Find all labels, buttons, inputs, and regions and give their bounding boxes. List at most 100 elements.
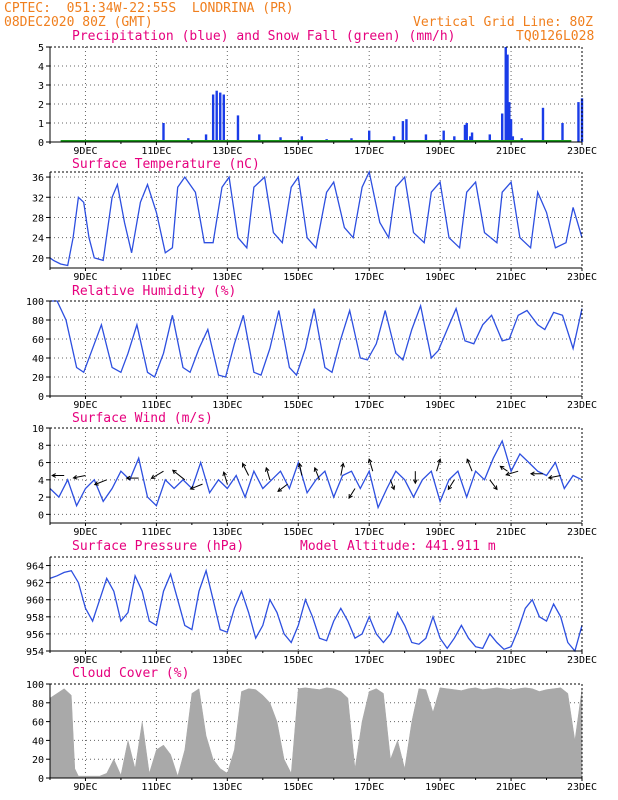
wind-xtick-label: 19DEC [425, 527, 455, 538]
wind-ytick-label: 10 [32, 424, 44, 435]
wind-arrow [436, 459, 441, 472]
wind-arrow [190, 483, 203, 490]
wind-xtick-label: 17DEC [354, 527, 384, 538]
cloud-ytick-label: 60 [32, 718, 44, 729]
pressure-ytick-label: 964 [26, 562, 44, 573]
cloud-xtick-label: 23DEC [567, 782, 597, 793]
rh-ytick-label: 40 [32, 354, 44, 365]
precip-bar [162, 123, 165, 142]
pressure-xtick-label: 21DEC [496, 655, 526, 666]
rh-ytick-label: 80 [32, 316, 44, 327]
precip-bar [465, 123, 468, 142]
cloud-ytick-label: 20 [32, 755, 44, 766]
temp-ytick-label: 24 [32, 234, 44, 245]
precip-bar [405, 119, 408, 142]
temp-xtick-label: 9DEC [73, 272, 97, 283]
wind-xtick-label: 21DEC [496, 527, 526, 538]
cloud-xtick-label: 17DEC [354, 782, 384, 793]
temp-xtick-label: 13DEC [212, 272, 242, 283]
rh-xtick-label: 13DEC [212, 400, 242, 411]
wind-ytick-label: 2 [38, 493, 44, 504]
wind-arrow [348, 488, 356, 499]
header-grid-note: Vertical Grid Line: 80Z [413, 15, 594, 30]
cloud-xtick-label: 15DEC [283, 782, 313, 793]
precip-bar [204, 134, 208, 142]
wind-arrow-head [93, 481, 99, 486]
wind-arrow-head [51, 473, 56, 478]
pressure-ytick-label: 954 [26, 647, 44, 658]
pressure-xtick-label: 13DEC [212, 655, 242, 666]
cloud-xtick-label: 11DEC [141, 782, 171, 793]
wind-arrow-head [547, 474, 553, 480]
rh-xtick-label: 17DEC [354, 400, 384, 411]
wind-arrow-head [499, 465, 505, 471]
precip-bar [368, 130, 371, 142]
wind-title: Surface Wind (m/s) [72, 411, 213, 426]
rh-xtick-label: 21DEC [496, 400, 526, 411]
precip-bar [577, 102, 580, 142]
temp-ytick-label: 36 [32, 173, 44, 184]
cloud-ytick-label: 40 [32, 736, 44, 747]
wind-arrow [73, 475, 86, 479]
precip-bar [501, 113, 504, 142]
cloud-ytick-label: 80 [32, 699, 44, 710]
wind-arrow-head [297, 462, 303, 468]
cloud-xtick-label: 21DEC [496, 782, 526, 793]
precip-bar [453, 136, 456, 142]
wind-xtick-label: 9DEC [73, 527, 97, 538]
precip-bar [488, 134, 491, 142]
precip-bar [392, 136, 396, 142]
precip-bar [511, 136, 515, 142]
wind-arrow [242, 463, 250, 476]
pressure-xtick-label: 9DEC [73, 655, 97, 666]
precip-bar [211, 94, 215, 142]
precip-title: Precipitation (blue) and Snow Fall (gree… [72, 29, 456, 44]
wind-arrow [447, 479, 455, 490]
temp-xtick-label: 11DEC [141, 272, 171, 283]
wind-ytick-label: 8 [38, 441, 44, 452]
wind-arrow-head [493, 485, 498, 491]
precip-bar [236, 115, 240, 142]
rh-ytick-label: 0 [38, 392, 44, 403]
wind-arrow [390, 479, 395, 490]
cloud-xtick-label: 9DEC [73, 782, 97, 793]
rh-line [50, 300, 583, 378]
precip-bar [279, 137, 282, 142]
precip-xtick-label: 11DEC [141, 146, 171, 157]
rh-xtick-label: 9DEC [73, 400, 97, 411]
wind-line [49, 439, 583, 510]
precip-ytick-label: 0 [38, 138, 44, 149]
wind-arrow-head [436, 458, 442, 464]
wind-arrow [277, 483, 288, 492]
wind-arrow-head [529, 471, 535, 477]
precip-bar [442, 130, 445, 142]
rh-ytick-label: 60 [32, 335, 44, 346]
wind-arrow [466, 458, 473, 472]
wind-arrow-head [222, 471, 227, 477]
precip-bar [469, 136, 472, 142]
precip-xtick-label: 15DEC [283, 146, 313, 157]
precip-bar [463, 124, 467, 142]
pressure-xtick-label: 15DEC [283, 655, 313, 666]
rh-title: Relative Humidity (%) [72, 284, 237, 299]
pressure-ytick-label: 958 [26, 613, 44, 624]
wind-xtick-label: 13DEC [212, 527, 242, 538]
precip-bar [508, 102, 511, 142]
wind-xtick-label: 11DEC [141, 527, 171, 538]
header-date: 08DEC2020 80Z (GMT) [4, 15, 153, 30]
precip-xtick-label: 23DEC [567, 146, 597, 157]
precip-ytick-label: 4 [38, 62, 44, 73]
wind-arrow [489, 479, 498, 490]
cloud-cover-area [49, 687, 583, 779]
temp-ytick-label: 32 [32, 193, 44, 204]
precip-xtick-label: 13DEC [212, 146, 242, 157]
wind-arrow-head [348, 494, 353, 499]
temp-xtick-label: 21DEC [496, 272, 526, 283]
precip-bar [219, 92, 222, 142]
wind-arrow-head [412, 479, 418, 485]
precip-xtick-label: 9DEC [73, 146, 97, 157]
rh-ytick-label: 20 [32, 373, 44, 384]
wind-arrow-head [264, 466, 270, 472]
wind-arrow-head [72, 474, 78, 480]
